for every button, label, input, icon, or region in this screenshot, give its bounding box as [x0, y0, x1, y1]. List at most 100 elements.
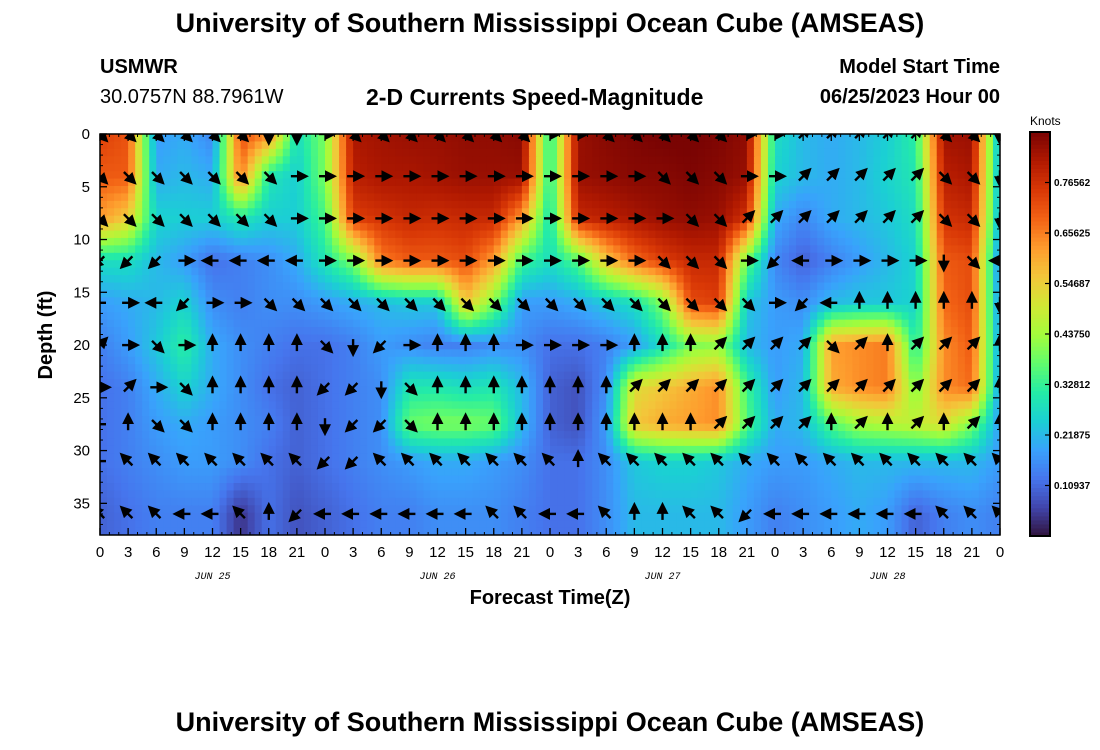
- heatmap-cell: [585, 289, 593, 298]
- heatmap-cell: [500, 371, 509, 380]
- heatmap-cell: [669, 416, 678, 425]
- heatmap-cell: [880, 200, 889, 209]
- heatmap-cell: [486, 267, 495, 276]
- heatmap-cell: [655, 356, 664, 365]
- heatmap-cell: [458, 393, 467, 402]
- heatmap-cell: [592, 260, 600, 269]
- heatmap-cell: [528, 260, 537, 269]
- heatmap-cell: [627, 141, 635, 150]
- heatmap-cell: [114, 267, 122, 276]
- heatmap-cell: [451, 297, 460, 306]
- heatmap-cell: [121, 185, 129, 195]
- heatmap-cell: [606, 349, 614, 358]
- heatmap-cell: [683, 349, 692, 358]
- heatmap-cell: [936, 356, 945, 365]
- heatmap-cell: [325, 141, 333, 150]
- heatmap-cell: [922, 304, 931, 313]
- heatmap-cell: [810, 178, 818, 187]
- heatmap-cell: [163, 312, 171, 321]
- heatmap-cell: [156, 364, 164, 373]
- heatmap-cell: [564, 312, 572, 321]
- heatmap-cell: [732, 141, 741, 150]
- heatmap-cell: [142, 171, 150, 180]
- heatmap-cell: [184, 289, 193, 298]
- heatmap-cell: [360, 208, 368, 217]
- heatmap-cell: [775, 156, 783, 165]
- heatmap-cell: [528, 379, 537, 388]
- heatmap-cell: [535, 401, 544, 410]
- heatmap-cell: [711, 319, 720, 328]
- heatmap-cell: [915, 156, 924, 165]
- heatmap-cell: [557, 341, 565, 350]
- heatmap-cell: [845, 289, 853, 298]
- heatmap-cell: [542, 252, 551, 261]
- heatmap-cell: [782, 341, 790, 350]
- heatmap-cell: [852, 401, 860, 410]
- heatmap-cell: [205, 408, 214, 417]
- heatmap-cell: [908, 185, 917, 195]
- heatmap-cell: [634, 364, 643, 373]
- heatmap-cell: [606, 356, 614, 365]
- heatmap-cell: [261, 349, 270, 358]
- heatmap-cell: [423, 401, 432, 410]
- heatmap-cell: [824, 200, 832, 209]
- heatmap-cell: [353, 215, 361, 224]
- heatmap-cell: [528, 215, 537, 224]
- heatmap-cell: [964, 200, 973, 209]
- heatmap-cell: [782, 304, 790, 313]
- heatmap-cell: [859, 282, 868, 291]
- heatmap-cell: [289, 349, 298, 358]
- heatmap-cell: [852, 364, 860, 373]
- heatmap-cell: [711, 141, 720, 150]
- heatmap-cell: [978, 327, 987, 336]
- heatmap-cell: [310, 349, 319, 358]
- heatmap-cell: [177, 260, 185, 269]
- heatmap-cell: [184, 416, 193, 425]
- heatmap-cell: [915, 282, 924, 291]
- heatmap-cell: [810, 379, 818, 388]
- heatmap-cell: [866, 230, 875, 239]
- heatmap-cell: [360, 304, 368, 313]
- heatmap-cell: [409, 208, 418, 217]
- heatmap-cell: [550, 163, 558, 172]
- heatmap-cell: [142, 312, 150, 321]
- heatmap-cell: [535, 245, 544, 254]
- heatmap-cell: [901, 245, 910, 254]
- heatmap-cell: [564, 200, 572, 209]
- heatmap-cell: [810, 156, 818, 165]
- heatmap-cell: [887, 282, 896, 291]
- heatmap-cell: [521, 393, 530, 402]
- heatmap-cell: [500, 193, 509, 202]
- heatmap-cell: [732, 200, 741, 209]
- heatmap-cell: [360, 237, 368, 246]
- heatmap-cell: [571, 245, 579, 254]
- heatmap-cell: [367, 193, 375, 202]
- heatmap-cell: [325, 230, 333, 239]
- heatmap-cell: [507, 312, 516, 321]
- heatmap-cell: [669, 148, 678, 157]
- heatmap-cell: [451, 408, 460, 417]
- heatmap-cell: [697, 304, 706, 313]
- heatmap-cell: [571, 327, 579, 336]
- heatmap-cell: [936, 364, 945, 373]
- heatmap-cell: [163, 193, 171, 202]
- heatmap-cell: [845, 208, 853, 217]
- heatmap-cell: [718, 364, 727, 373]
- heatmap-cell: [866, 141, 875, 150]
- heatmap-cell: [760, 334, 769, 343]
- heatmap-cell: [627, 200, 635, 209]
- heatmap-cell: [669, 401, 678, 410]
- heatmap-cell: [676, 193, 685, 202]
- heatmap-cell: [845, 379, 853, 388]
- heatmap-cell: [310, 364, 319, 373]
- heatmap-cell: [859, 200, 868, 209]
- heatmap-cell: [535, 393, 544, 402]
- heatmap-cell: [817, 275, 825, 284]
- heatmap-cell: [971, 208, 980, 217]
- heatmap-cell: [472, 408, 481, 417]
- heatmap-cell: [233, 327, 242, 336]
- heatmap-cell: [894, 178, 903, 187]
- heatmap-cell: [135, 297, 143, 306]
- heatmap-cell: [599, 349, 607, 358]
- heatmap-cell: [620, 379, 628, 388]
